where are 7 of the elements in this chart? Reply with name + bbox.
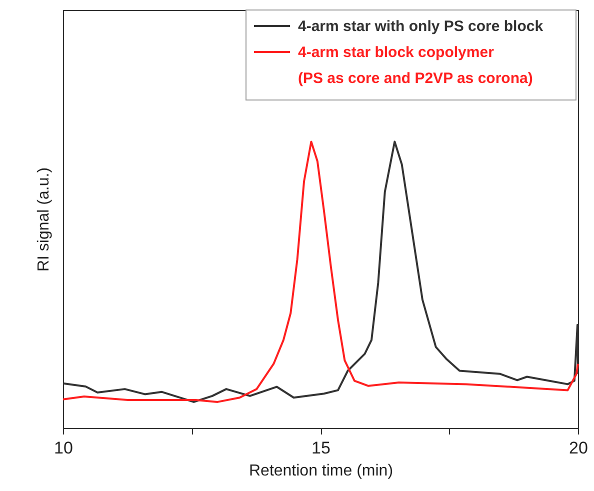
legend-label: 4-arm star block copolymer (PS as core and P2VP as corona): [298, 44, 533, 87]
legend-label: 4-arm star with only PS core block: [298, 18, 544, 35]
x-axis-title: Retention time (min): [248, 462, 394, 480]
x-tick-label: 20: [569, 438, 588, 458]
x-tick-label: 10: [54, 438, 73, 458]
y-axis-title: RI signal (a.u.): [36, 167, 52, 272]
x-tick-label: 15: [312, 438, 330, 458]
